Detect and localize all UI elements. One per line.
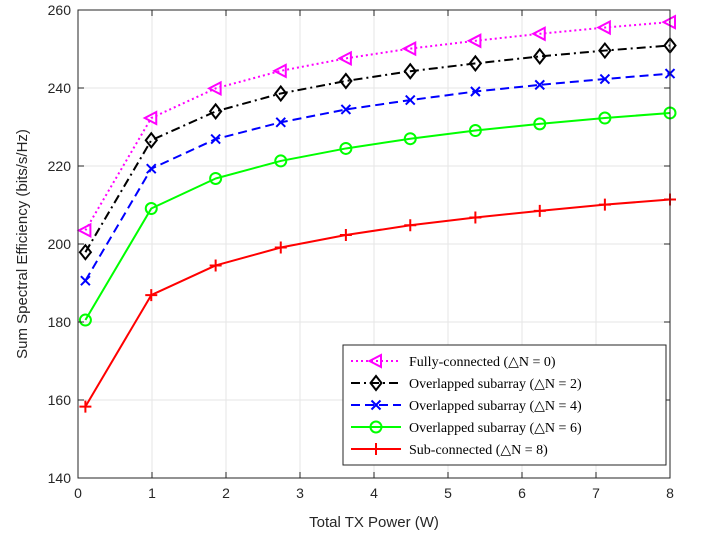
legend: Fully-connected (△N = 0) Overlapped subar… <box>342 344 667 466</box>
data-point <box>146 163 157 174</box>
data-point <box>598 111 612 125</box>
legend-marker <box>369 420 383 434</box>
y-tick-label: 260 <box>48 2 72 18</box>
data-point <box>337 50 352 67</box>
y-tick-label: 240 <box>48 80 72 96</box>
y-tick-label: 180 <box>48 314 72 330</box>
series-0 <box>76 14 676 238</box>
x-axis-label: Total TX Power (W) <box>309 514 439 531</box>
data-point <box>144 131 159 149</box>
legend-label: Overlapped subarray (△N = 2) <box>409 377 582 392</box>
x-tick-label: 8 <box>666 485 674 501</box>
data-point <box>78 243 93 261</box>
data-point <box>142 110 158 126</box>
data-point <box>274 154 288 168</box>
data-point <box>403 62 418 80</box>
data-point <box>401 40 417 57</box>
data-point <box>599 73 611 85</box>
data-point <box>661 14 676 30</box>
series-3 <box>78 106 677 327</box>
y-tick-label: 200 <box>48 236 72 252</box>
data-point <box>78 313 92 327</box>
x-tick-label: 3 <box>296 485 304 501</box>
y-tick-label: 160 <box>48 392 72 408</box>
data-point <box>79 400 92 413</box>
legend-marker <box>367 353 382 369</box>
legend-label: Fully-connected (△N = 0) <box>409 355 556 370</box>
data-point <box>144 202 158 216</box>
x-tick-label: 1 <box>148 485 156 501</box>
data-point <box>598 41 612 60</box>
x-tick-label: 6 <box>518 485 526 501</box>
data-point <box>403 132 417 146</box>
data-point <box>272 63 287 79</box>
data-point <box>210 133 221 145</box>
x-tick-label: 4 <box>370 485 378 501</box>
data-point <box>468 124 482 138</box>
y-tick-label: 220 <box>48 158 72 174</box>
x-tick-label: 0 <box>74 485 82 501</box>
data-point <box>80 275 91 286</box>
series-line <box>84 198 671 408</box>
y-axis-label: Sum Spectral Efficiency (bits/s/Hz) <box>14 129 31 359</box>
data-point <box>404 219 417 232</box>
data-point <box>340 104 352 115</box>
data-point <box>598 198 611 211</box>
series-1 <box>78 36 677 261</box>
series-line <box>84 72 671 282</box>
axis-ticks: 0 1 2 3 4 5 6 7 8 140 160 180 200 220 240 260 <box>48 2 674 501</box>
data-point <box>405 94 416 106</box>
series-line <box>84 44 671 253</box>
legend-label: Overlapped subarray (△N = 4) <box>409 399 582 414</box>
data-point <box>209 171 223 185</box>
data-point <box>466 33 482 49</box>
data-point <box>533 117 547 131</box>
data-point <box>531 26 546 42</box>
legend-label: Sub-connected (△N = 8) <box>409 443 548 458</box>
x-tick-label: 5 <box>444 485 452 501</box>
data-point <box>275 117 286 128</box>
data-point <box>534 79 545 91</box>
data-point <box>468 54 483 73</box>
x-tick-label: 2 <box>222 485 230 501</box>
data-point <box>533 204 546 217</box>
legend-label: Overlapped subarray (△N = 6) <box>409 421 582 436</box>
series-line <box>84 21 671 231</box>
data-point <box>339 229 352 242</box>
legend-marker <box>370 399 382 411</box>
series-4 <box>79 193 676 413</box>
data-point <box>206 80 222 97</box>
data-point <box>274 241 287 254</box>
legend-marker <box>369 374 383 392</box>
x-tick-label: 7 <box>592 485 600 501</box>
data-point <box>532 47 547 66</box>
series-line <box>84 111 671 321</box>
y-tick-label: 140 <box>48 470 72 486</box>
data-point <box>273 84 288 103</box>
data-point <box>145 289 158 302</box>
data-point <box>76 222 92 238</box>
data-point <box>209 259 222 272</box>
data-point <box>339 141 353 155</box>
data-point <box>469 211 482 224</box>
data-point <box>339 72 353 90</box>
data-point <box>470 86 481 97</box>
legend-marker <box>370 443 382 455</box>
data-point <box>596 19 611 36</box>
data-point <box>208 102 223 121</box>
